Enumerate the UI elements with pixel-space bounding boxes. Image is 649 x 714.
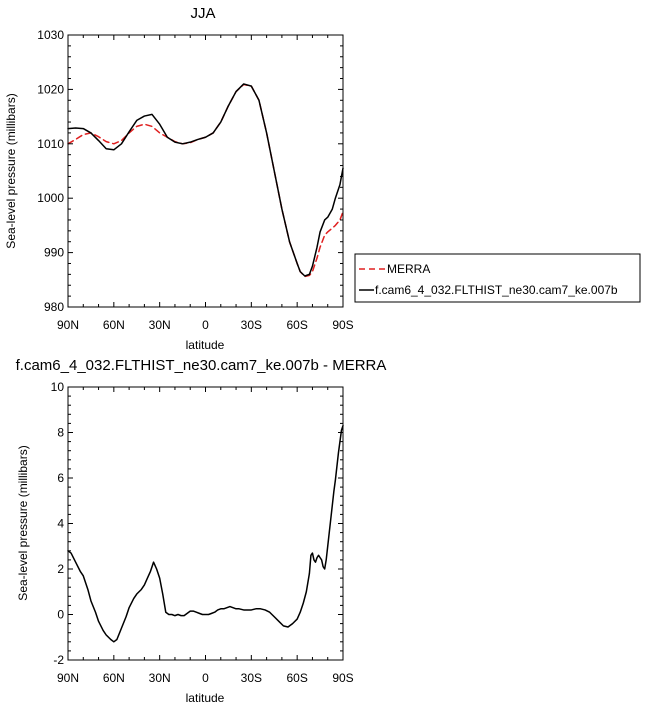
y-tick-label: 1020	[37, 82, 64, 96]
y-tick-label: 4	[57, 517, 64, 531]
legend-box	[354, 253, 641, 303]
x-tick-label: 0	[202, 318, 209, 332]
y-tick-label: 1000	[37, 191, 64, 205]
x-tick-label: 30S	[241, 671, 262, 685]
x-tick-label: 60S	[286, 671, 307, 685]
x-tick-label: 30S	[241, 318, 262, 332]
x-tick-label: 90N	[57, 671, 79, 685]
difference-panel: f.cam6_4_032.FLTHIST_ne30.cam7_ke.007b -…	[16, 357, 387, 705]
bottom-plot-frame	[67, 386, 344, 661]
y-tick-label: 1010	[37, 137, 64, 151]
y-tick-label: 990	[44, 246, 64, 260]
bottom-y-axis-label: Sea-level pressure (millibars)	[16, 445, 30, 600]
top-x-axis-label: latitude	[186, 338, 225, 352]
y-tick-label: 2	[57, 562, 64, 576]
y-tick-label: 980	[44, 300, 64, 314]
x-tick-label: 60N	[103, 318, 125, 332]
y-tick-label: -2	[53, 653, 64, 667]
bottom-chart-title: f.cam6_4_032.FLTHIST_ne30.cam7_ke.007b -…	[16, 357, 387, 374]
legend: MERRA f.cam6_4_032.FLTHIST_ne30.cam7_ke.…	[354, 253, 641, 303]
x-tick-label: 60S	[286, 318, 307, 332]
series-line-model	[67, 83, 344, 277]
y-tick-label: 1030	[37, 28, 64, 42]
x-tick-label: 60N	[103, 671, 125, 685]
legend-label-merra: MERRA	[387, 262, 430, 276]
top-chart-title: JJA	[190, 5, 215, 22]
legend-label-model: f.cam6_4_032.FLTHIST_ne30.cam7_ke.007b	[375, 283, 618, 297]
x-tick-label: 90S	[332, 318, 353, 332]
bottom-x-axis-label: latitude	[186, 691, 225, 705]
series-line-merra	[67, 83, 344, 278]
x-tick-label: 90N	[57, 318, 79, 332]
x-tick-label: 90S	[332, 671, 353, 685]
pressure-panel: JJA 90N 60N 30N 0 30S 60S 90S 980 990 1000 1010 102…	[4, 5, 641, 352]
top-y-axis-label: Sea-level pressure (millibars)	[4, 93, 18, 248]
y-tick-label: 8	[57, 426, 64, 440]
y-tick-label: 10	[51, 380, 65, 394]
x-tick-label: 30N	[149, 671, 171, 685]
x-tick-label: 0	[202, 671, 209, 685]
series-line-difference	[67, 424, 344, 643]
y-tick-label: 6	[57, 471, 64, 485]
y-tick-label: 0	[57, 608, 64, 622]
top-plot-frame	[67, 34, 344, 308]
x-tick-label: 30N	[149, 318, 171, 332]
